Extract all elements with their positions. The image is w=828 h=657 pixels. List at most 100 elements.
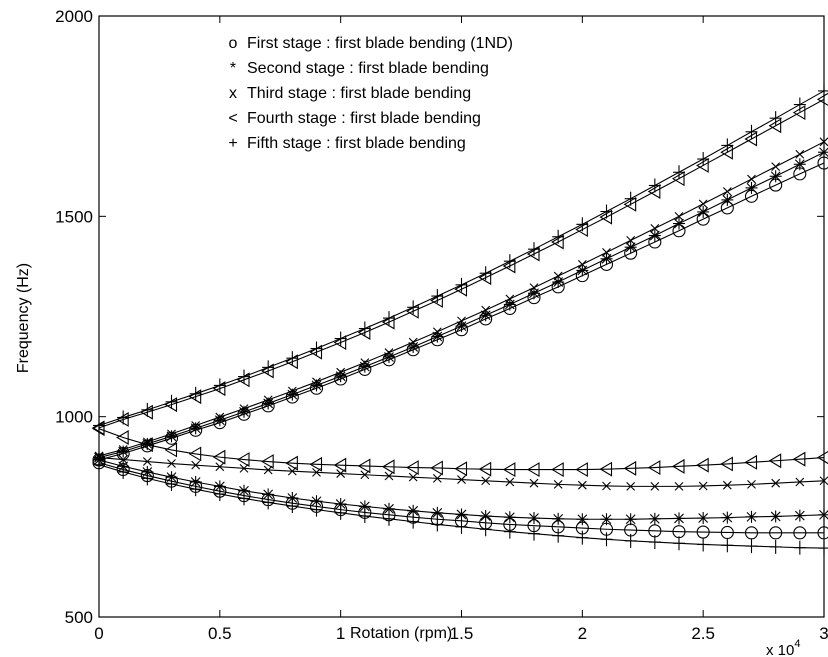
data-point — [263, 395, 273, 405]
data-point — [722, 187, 732, 196]
data-point — [479, 309, 492, 322]
data-point — [432, 473, 442, 483]
data-point — [771, 478, 781, 488]
data-point — [215, 412, 225, 422]
data-point — [455, 508, 468, 521]
data-point — [698, 481, 708, 491]
data-point — [768, 453, 782, 469]
data-point — [771, 162, 781, 172]
y-axis-label: Frequency (Hz) — [15, 263, 32, 373]
data-point — [505, 477, 515, 487]
data-point — [165, 476, 178, 491]
data-point — [744, 454, 758, 470]
data-point — [165, 394, 178, 409]
data-point — [697, 537, 710, 552]
data-point — [358, 509, 371, 524]
data-point — [164, 442, 178, 458]
data-point — [795, 149, 805, 159]
data-point — [431, 330, 444, 343]
x-tick-label: 2 — [578, 624, 587, 643]
data-point — [118, 445, 128, 454]
data-point — [191, 460, 201, 470]
data-point — [457, 475, 466, 484]
data-point — [600, 252, 613, 265]
data-point — [167, 429, 176, 439]
legend-symbol: < — [228, 110, 237, 127]
data-point — [529, 283, 539, 293]
data-point — [286, 351, 299, 366]
data-point — [383, 311, 395, 326]
data-point — [721, 511, 734, 524]
data-point — [309, 456, 323, 472]
data-point — [674, 481, 684, 491]
data-point — [287, 386, 297, 396]
data-point — [647, 460, 661, 476]
x-axis-label: Rotation (rpm) — [350, 625, 452, 642]
data-point — [479, 510, 492, 523]
data-point — [408, 472, 418, 482]
data-point — [384, 471, 394, 481]
x-tick-label: 0 — [94, 624, 103, 643]
data-point — [141, 402, 154, 417]
data-point — [360, 358, 370, 367]
data-point — [697, 512, 710, 525]
data-point — [406, 460, 419, 476]
data-point — [357, 458, 371, 474]
data-point — [407, 340, 420, 353]
data-point — [720, 456, 733, 472]
legend-entry-label: Third stage : first blade bending — [247, 85, 471, 102]
data-point — [624, 191, 637, 206]
data-point — [792, 451, 806, 467]
data-point — [528, 287, 540, 300]
data-point — [576, 513, 589, 526]
data-point — [165, 430, 178, 443]
data-point — [747, 479, 756, 489]
data-point — [552, 528, 565, 543]
legend-entry-label: First stage : first blade bending (1ND) — [247, 35, 513, 52]
data-point — [602, 481, 611, 491]
data-point — [142, 457, 152, 466]
legend-symbol: x — [229, 85, 237, 102]
data-point — [745, 539, 758, 554]
x-multiplier-base: x 10 — [766, 642, 794, 657]
data-point — [505, 294, 515, 304]
data-point — [696, 457, 709, 473]
data-point — [503, 254, 516, 269]
data-point — [673, 165, 685, 180]
series-line-4 — [98, 141, 825, 457]
series-line-0 — [98, 162, 825, 461]
data-point — [286, 492, 299, 505]
data-point — [552, 276, 565, 289]
data-point — [238, 491, 250, 506]
data-point — [432, 327, 442, 337]
data-point — [745, 181, 758, 194]
data-point — [310, 502, 323, 517]
data-point — [793, 158, 806, 171]
data-point — [576, 217, 589, 232]
data-point — [576, 530, 589, 545]
data-point — [116, 430, 129, 445]
data-point — [334, 505, 347, 520]
data-point — [818, 541, 828, 556]
data-point — [167, 459, 176, 468]
data-point — [481, 305, 491, 315]
data-point — [747, 174, 756, 184]
data-point — [575, 462, 588, 478]
data-point — [818, 146, 828, 159]
data-point — [383, 502, 395, 515]
data-point — [553, 271, 563, 281]
data-point — [213, 486, 226, 501]
data-point — [793, 509, 806, 522]
data-point — [671, 458, 685, 474]
data-point — [454, 461, 468, 477]
series-line-9 — [98, 464, 825, 549]
data-point — [553, 479, 563, 489]
data-point — [577, 480, 587, 490]
data-point — [769, 539, 782, 554]
data-point — [552, 512, 565, 525]
data-point — [551, 462, 564, 478]
x-tick-label: 2.5 — [691, 624, 715, 643]
data-point — [407, 514, 420, 529]
data-point — [673, 512, 685, 525]
data-point — [648, 535, 661, 550]
